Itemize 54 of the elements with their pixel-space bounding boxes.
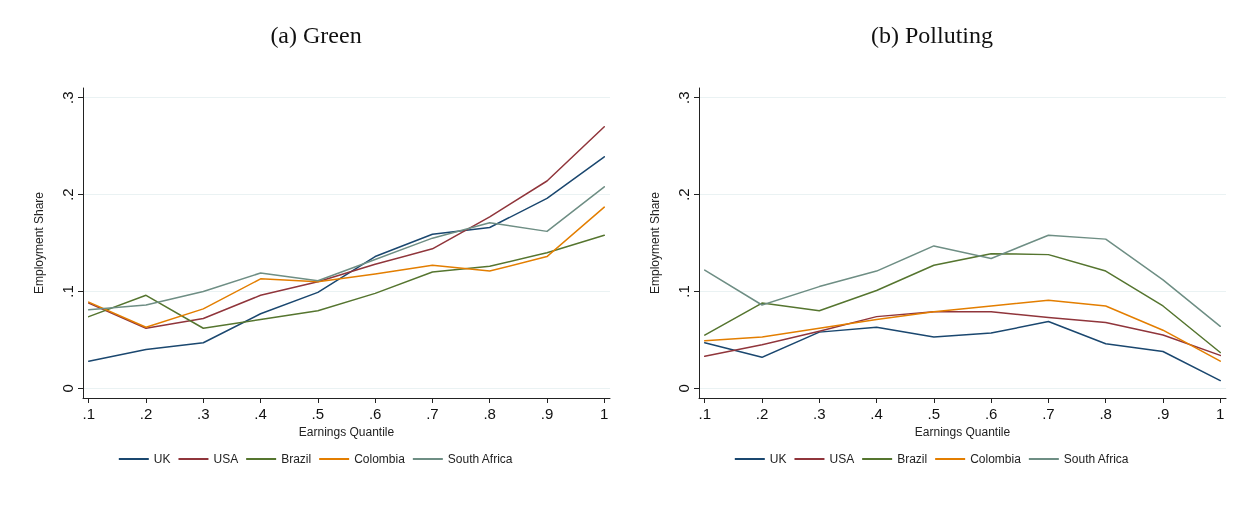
line-series <box>87 186 606 311</box>
legend-label: USA <box>213 452 239 466</box>
y-tick-label: 0 <box>59 384 76 393</box>
legend-label: Brazil <box>897 452 928 466</box>
y-tick-label: .3 <box>59 91 76 104</box>
y-tick-label: .1 <box>675 285 692 298</box>
legend-label: Brazil <box>281 452 312 466</box>
legend-label: UK <box>769 452 787 466</box>
x-tick-label: .9 <box>540 405 554 422</box>
x-tick-label: 1 <box>1216 405 1225 422</box>
legend-label: South Africa <box>447 452 513 466</box>
x-tick-label: .8 <box>483 405 496 422</box>
x-tick-label: .8 <box>1099 405 1112 422</box>
line-series <box>703 252 1222 354</box>
legend-label: USA <box>829 452 855 466</box>
y-axis-title: Employment Share <box>648 191 662 295</box>
x-axis-title: Earnings Quantile <box>298 425 395 439</box>
chart-title: (b) Polluting <box>870 22 994 48</box>
y-tick-label: .1 <box>59 285 76 298</box>
line-series <box>87 126 606 329</box>
x-axis-title: Earnings Quantile <box>914 425 1011 439</box>
line-series <box>87 156 606 362</box>
chart-title: (a) Green <box>270 22 362 48</box>
x-tick-label: .5 <box>311 405 325 422</box>
y-tick-label: .2 <box>675 188 692 201</box>
line-series <box>87 206 606 329</box>
x-tick-label: .3 <box>197 405 210 422</box>
x-tick-label: .3 <box>813 405 826 422</box>
x-tick-label: .1 <box>82 405 95 422</box>
x-tick-label: .5 <box>927 405 941 422</box>
x-tick-label: .7 <box>1042 405 1055 422</box>
x-tick-label: .2 <box>139 405 153 422</box>
line-series <box>87 234 606 329</box>
line-series <box>703 311 1222 358</box>
x-tick-label: .2 <box>755 405 769 422</box>
y-axis-title: Employment Share <box>32 191 46 295</box>
line-series <box>703 320 1222 382</box>
y-tick-label: 0 <box>675 384 692 393</box>
x-tick-label: .4 <box>870 405 883 422</box>
x-tick-label: .4 <box>254 405 267 422</box>
legend-label: Colombia <box>970 452 1022 466</box>
legend-label: UK <box>153 452 171 466</box>
legend-label: Colombia <box>354 452 406 466</box>
x-tick-label: .6 <box>984 405 998 422</box>
y-tick-label: .2 <box>59 188 76 201</box>
x-tick-label: .9 <box>1156 405 1170 422</box>
line-series <box>703 234 1222 328</box>
x-tick-label: 1 <box>600 405 609 422</box>
x-tick-label: .7 <box>426 405 439 422</box>
x-tick-label: .6 <box>368 405 382 422</box>
line-series <box>703 299 1222 362</box>
x-tick-label: .1 <box>698 405 711 422</box>
y-tick-label: .3 <box>675 91 692 104</box>
legend-label: South Africa <box>1063 452 1129 466</box>
